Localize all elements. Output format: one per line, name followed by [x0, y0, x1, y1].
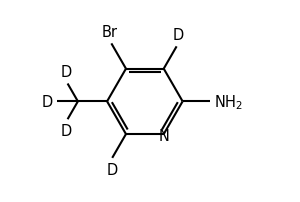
Text: D: D — [60, 124, 71, 139]
Text: D: D — [173, 28, 184, 43]
Text: D: D — [42, 94, 53, 109]
Text: D: D — [106, 162, 118, 177]
Text: D: D — [60, 65, 71, 80]
Text: Br: Br — [102, 25, 118, 40]
Text: N: N — [158, 129, 169, 144]
Text: NH$_2$: NH$_2$ — [214, 93, 242, 111]
